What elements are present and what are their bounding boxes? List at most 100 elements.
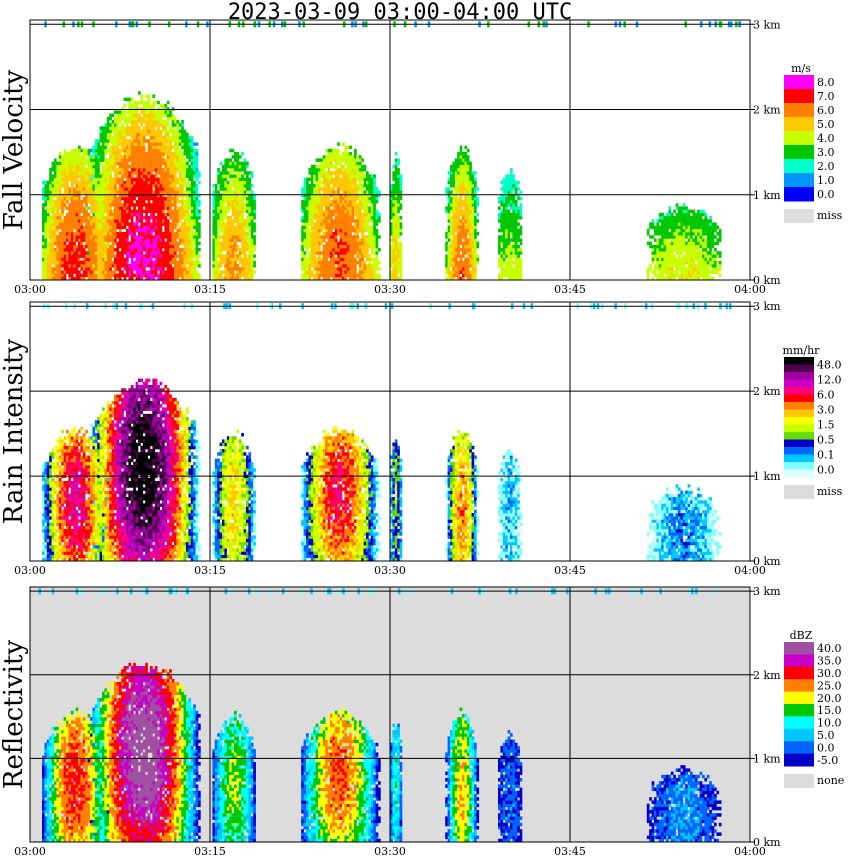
heatmap-cell xyxy=(224,264,228,268)
heatmap-cell xyxy=(104,184,108,188)
heatmap-cell xyxy=(313,244,316,249)
heatmap-cell xyxy=(397,244,400,249)
heatmap-cell xyxy=(157,238,160,242)
heatmap-cell xyxy=(128,174,132,178)
heatmap-cell xyxy=(174,212,177,217)
heatmap-cell xyxy=(454,212,458,217)
heatmap-cell xyxy=(392,219,396,223)
heatmap-cell xyxy=(231,200,235,204)
heatmap-cell xyxy=(63,254,67,258)
heatmap-cell xyxy=(157,273,160,278)
heatmap-cell xyxy=(306,260,309,265)
heatmap-cell xyxy=(176,209,180,214)
heatmap-cell xyxy=(46,196,50,201)
heatmap-cell xyxy=(246,254,249,258)
heatmap-cell xyxy=(320,187,324,191)
heatmap-cell xyxy=(310,257,314,262)
heatmap-cell xyxy=(147,184,151,188)
heatmap-cell xyxy=(361,248,364,252)
heatmap-cell xyxy=(80,171,84,175)
heatmap-cell xyxy=(334,184,338,188)
heatmap-cell xyxy=(114,270,117,274)
heatmap-cell xyxy=(243,187,247,191)
heatmap-cell xyxy=(121,113,124,118)
heatmap-cell xyxy=(351,177,355,182)
heatmap-cell xyxy=(102,196,105,201)
heatmap-cell xyxy=(397,222,400,226)
heatmap-cell xyxy=(138,164,141,169)
heatmap-cell xyxy=(366,200,369,204)
heatmap-cell xyxy=(253,193,256,198)
heatmap-cell xyxy=(114,174,117,178)
heatmap-cell xyxy=(140,161,144,166)
heatmap-cell xyxy=(118,244,122,249)
heatmap-cell xyxy=(123,184,127,188)
heatmap-cell xyxy=(169,260,172,265)
heatmap-cell xyxy=(222,238,225,242)
heatmap-cell xyxy=(99,155,103,159)
heatmap-cell xyxy=(78,168,81,172)
heatmap-cell xyxy=(226,209,230,214)
heatmap-cell xyxy=(363,251,367,255)
heatmap-cell xyxy=(128,171,132,175)
heatmap-cell xyxy=(337,257,340,262)
heatmap-cell xyxy=(80,180,84,185)
heatmap-cell xyxy=(303,216,307,220)
heatmap-cell xyxy=(306,193,309,198)
heatmap-cell xyxy=(123,174,127,178)
heatmap-cell xyxy=(162,171,165,175)
heatmap-cell xyxy=(42,180,45,185)
heatmap-cell xyxy=(454,177,458,182)
heatmap-cell xyxy=(332,276,336,281)
heatmap-cell xyxy=(121,244,124,249)
heatmap-cell xyxy=(164,164,168,169)
heatmap-cell xyxy=(236,270,240,274)
heatmap-cell xyxy=(325,254,328,258)
heatmap-cell xyxy=(181,171,184,175)
heatmap-cell xyxy=(454,225,458,230)
heatmap-cell xyxy=(138,126,141,130)
heatmap-cell xyxy=(97,212,100,217)
heatmap-cell xyxy=(126,235,129,239)
heatmap-cell xyxy=(178,219,182,223)
heatmap-cell xyxy=(457,267,460,271)
heatmap-cell xyxy=(226,200,230,204)
heatmap-cell xyxy=(111,184,115,188)
heatmap-cell xyxy=(330,212,333,217)
heatmap-cell xyxy=(70,241,74,246)
heatmap-cell xyxy=(178,248,182,252)
heatmap-cell xyxy=(130,260,134,265)
heatmap-cell xyxy=(111,209,115,214)
heatmap-cell xyxy=(368,216,372,220)
heatmap-cell xyxy=(114,177,117,182)
heatmap-cell xyxy=(61,168,64,172)
heatmap-cell xyxy=(162,110,165,114)
heatmap-cell xyxy=(90,219,93,223)
heatmap-cell xyxy=(147,232,151,236)
heatmap-cell xyxy=(102,244,105,249)
heatmap-cell xyxy=(152,200,156,204)
heatmap-cell xyxy=(248,171,252,175)
heatmap-cell xyxy=(154,145,158,150)
heatmap-cell xyxy=(183,161,187,166)
heatmap-cell xyxy=(246,209,249,214)
heatmap-cell xyxy=(459,248,463,252)
heatmap-cell xyxy=(241,203,244,207)
heatmap-cell xyxy=(145,241,148,246)
heatmap-cell xyxy=(94,193,98,198)
heatmap-cell xyxy=(147,152,151,156)
heatmap-cell xyxy=(325,212,328,217)
heatmap-cell xyxy=(315,267,319,271)
heatmap-cell xyxy=(126,260,129,265)
heatmap-cell xyxy=(54,251,57,255)
heatmap-cell xyxy=(226,219,230,223)
heatmap-cell xyxy=(248,193,252,198)
heatmap-cell xyxy=(44,248,48,252)
heatmap-cell xyxy=(327,244,331,249)
heatmap-cell xyxy=(63,273,67,278)
heatmap-cell xyxy=(66,196,69,201)
heatmap-cell xyxy=(66,251,69,255)
heatmap-cell xyxy=(190,139,194,143)
heatmap-cell xyxy=(157,152,160,156)
heatmap-cell xyxy=(85,254,88,258)
